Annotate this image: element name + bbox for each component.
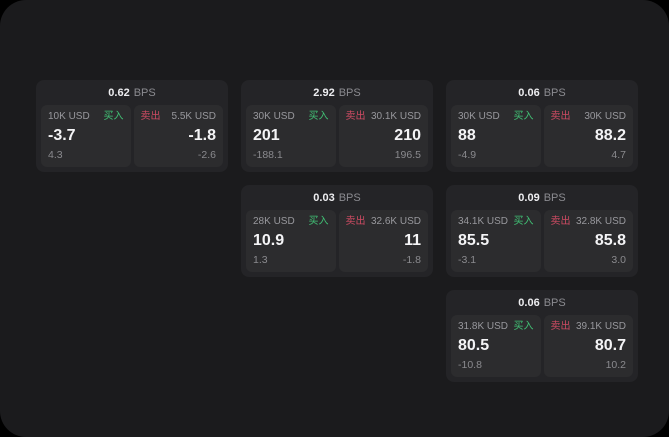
quote-card: 0.03 BPS 28K USD 买入 10.9 1.3 卖出 32.6K US… (241, 185, 433, 277)
sell-amount: 39.1K USD (575, 321, 626, 332)
buy-sub-value: -10.8 (458, 359, 482, 371)
buy-amount: 28K USD (253, 216, 295, 227)
sell-side-label: 卖出 (345, 111, 366, 122)
bps-label: BPS (338, 86, 361, 99)
quote-card: 2.92 BPS 30K USD 买入 201 -188.1 卖出 30.1K … (241, 80, 433, 172)
sell-price: -1.8 (188, 127, 216, 144)
sell-sub-value: 4.7 (611, 149, 626, 161)
sell-quote-tile[interactable]: 卖出 39.1K USD 80.7 10.2 (543, 315, 633, 377)
buy-amount: 30K USD (458, 111, 500, 122)
bps-value: 0.09 (518, 191, 540, 204)
quote-card: 0.09 BPS 34.1K USD 买入 85.5 -3.1 卖出 32.8K… (446, 185, 638, 277)
bps-value: 0.03 (313, 191, 335, 204)
quote-card: 0.62 BPS 10K USD 买入 -3.7 4.3 卖出 5.5K USD… (36, 80, 228, 172)
buy-amount: 10K USD (48, 111, 90, 122)
sell-price: 85.8 (594, 232, 626, 249)
bps-header: 0.06 BPS (446, 80, 638, 105)
buy-quote-tile[interactable]: 31.8K USD 买入 80.5 -10.8 (451, 315, 541, 377)
bps-header: 0.06 BPS (446, 290, 638, 315)
buy-quote-tile[interactable]: 30K USD 买入 88 -4.9 (451, 105, 541, 167)
buy-quote-tile[interactable]: 30K USD 买入 201 -188.1 (246, 105, 336, 167)
sell-amount: 30.1K USD (370, 111, 421, 122)
sell-quote-tile[interactable]: 卖出 5.5K USD -1.8 -2.6 (133, 105, 223, 167)
sell-price: 80.7 (594, 337, 626, 354)
sell-sub-value: 10.2 (605, 359, 626, 371)
buy-side-label: 买入 (513, 216, 534, 227)
bps-value: 0.06 (518, 296, 540, 309)
bps-header: 2.92 BPS (241, 80, 433, 105)
buy-price: 88 (458, 127, 476, 144)
sell-amount: 32.6K USD (370, 216, 421, 227)
sell-price: 88.2 (594, 127, 626, 144)
buy-price: -3.7 (48, 127, 76, 144)
quote-card: 0.06 BPS 30K USD 买入 88 -4.9 卖出 30K USD 8… (446, 80, 638, 172)
buy-side-label: 买入 (513, 111, 534, 122)
sell-amount: 5.5K USD (171, 111, 216, 122)
quote-card: 0.06 BPS 31.8K USD 买入 80.5 -10.8 卖出 39.1… (446, 290, 638, 382)
buy-sub-value: -3.1 (458, 254, 477, 266)
buy-quote-tile[interactable]: 34.1K USD 买入 85.5 -3.1 (451, 210, 541, 272)
bps-label: BPS (543, 191, 566, 204)
sell-quote-tile[interactable]: 卖出 30.1K USD 210 196.5 (338, 105, 428, 167)
sell-quote-tile[interactable]: 卖出 30K USD 88.2 4.7 (543, 105, 633, 167)
sell-side-label: 卖出 (550, 216, 571, 227)
buy-price: 85.5 (458, 232, 490, 249)
sell-amount: 32.8K USD (575, 216, 626, 227)
bps-value: 2.92 (313, 86, 335, 99)
sell-quote-tile[interactable]: 卖出 32.8K USD 85.8 3.0 (543, 210, 633, 272)
sell-side-label: 卖出 (550, 321, 571, 332)
buy-side-label: 买入 (308, 216, 329, 227)
bps-value: 0.06 (518, 86, 540, 99)
bps-label: BPS (133, 86, 156, 99)
sell-quote-tile[interactable]: 卖出 32.6K USD 11 -1.8 (338, 210, 428, 272)
bps-header: 0.62 BPS (36, 80, 228, 105)
buy-price: 80.5 (458, 337, 490, 354)
buy-amount: 30K USD (253, 111, 295, 122)
sell-sub-value: 3.0 (611, 254, 626, 266)
bps-label: BPS (543, 296, 566, 309)
buy-quote-tile[interactable]: 28K USD 买入 10.9 1.3 (246, 210, 336, 272)
sell-price: 11 (404, 232, 421, 249)
sell-sub-value: -1.8 (402, 254, 421, 266)
buy-side-label: 买入 (513, 321, 534, 332)
bps-value: 0.62 (108, 86, 130, 99)
buy-amount: 31.8K USD (458, 321, 509, 332)
buy-sub-value: -4.9 (458, 149, 477, 161)
bps-label: BPS (543, 86, 566, 99)
buy-price: 201 (253, 127, 280, 144)
sell-side-label: 卖出 (345, 216, 366, 227)
sell-sub-value: -2.6 (197, 149, 216, 161)
sell-sub-value: 196.5 (394, 149, 421, 161)
buy-side-label: 买入 (103, 111, 124, 122)
buy-amount: 34.1K USD (458, 216, 509, 227)
buy-sub-value: 1.3 (253, 254, 268, 266)
bps-header: 0.09 BPS (446, 185, 638, 210)
buy-quote-tile[interactable]: 10K USD 买入 -3.7 4.3 (41, 105, 131, 167)
buy-price: 10.9 (253, 232, 285, 249)
bps-header: 0.03 BPS (241, 185, 433, 210)
sell-price: 210 (394, 127, 421, 144)
sell-amount: 30K USD (584, 111, 626, 122)
buy-sub-value: -188.1 (253, 149, 283, 161)
buy-sub-value: 4.3 (48, 149, 63, 161)
sell-side-label: 卖出 (140, 111, 161, 122)
buy-side-label: 买入 (308, 111, 329, 122)
bps-label: BPS (338, 191, 361, 204)
sell-side-label: 卖出 (550, 111, 571, 122)
